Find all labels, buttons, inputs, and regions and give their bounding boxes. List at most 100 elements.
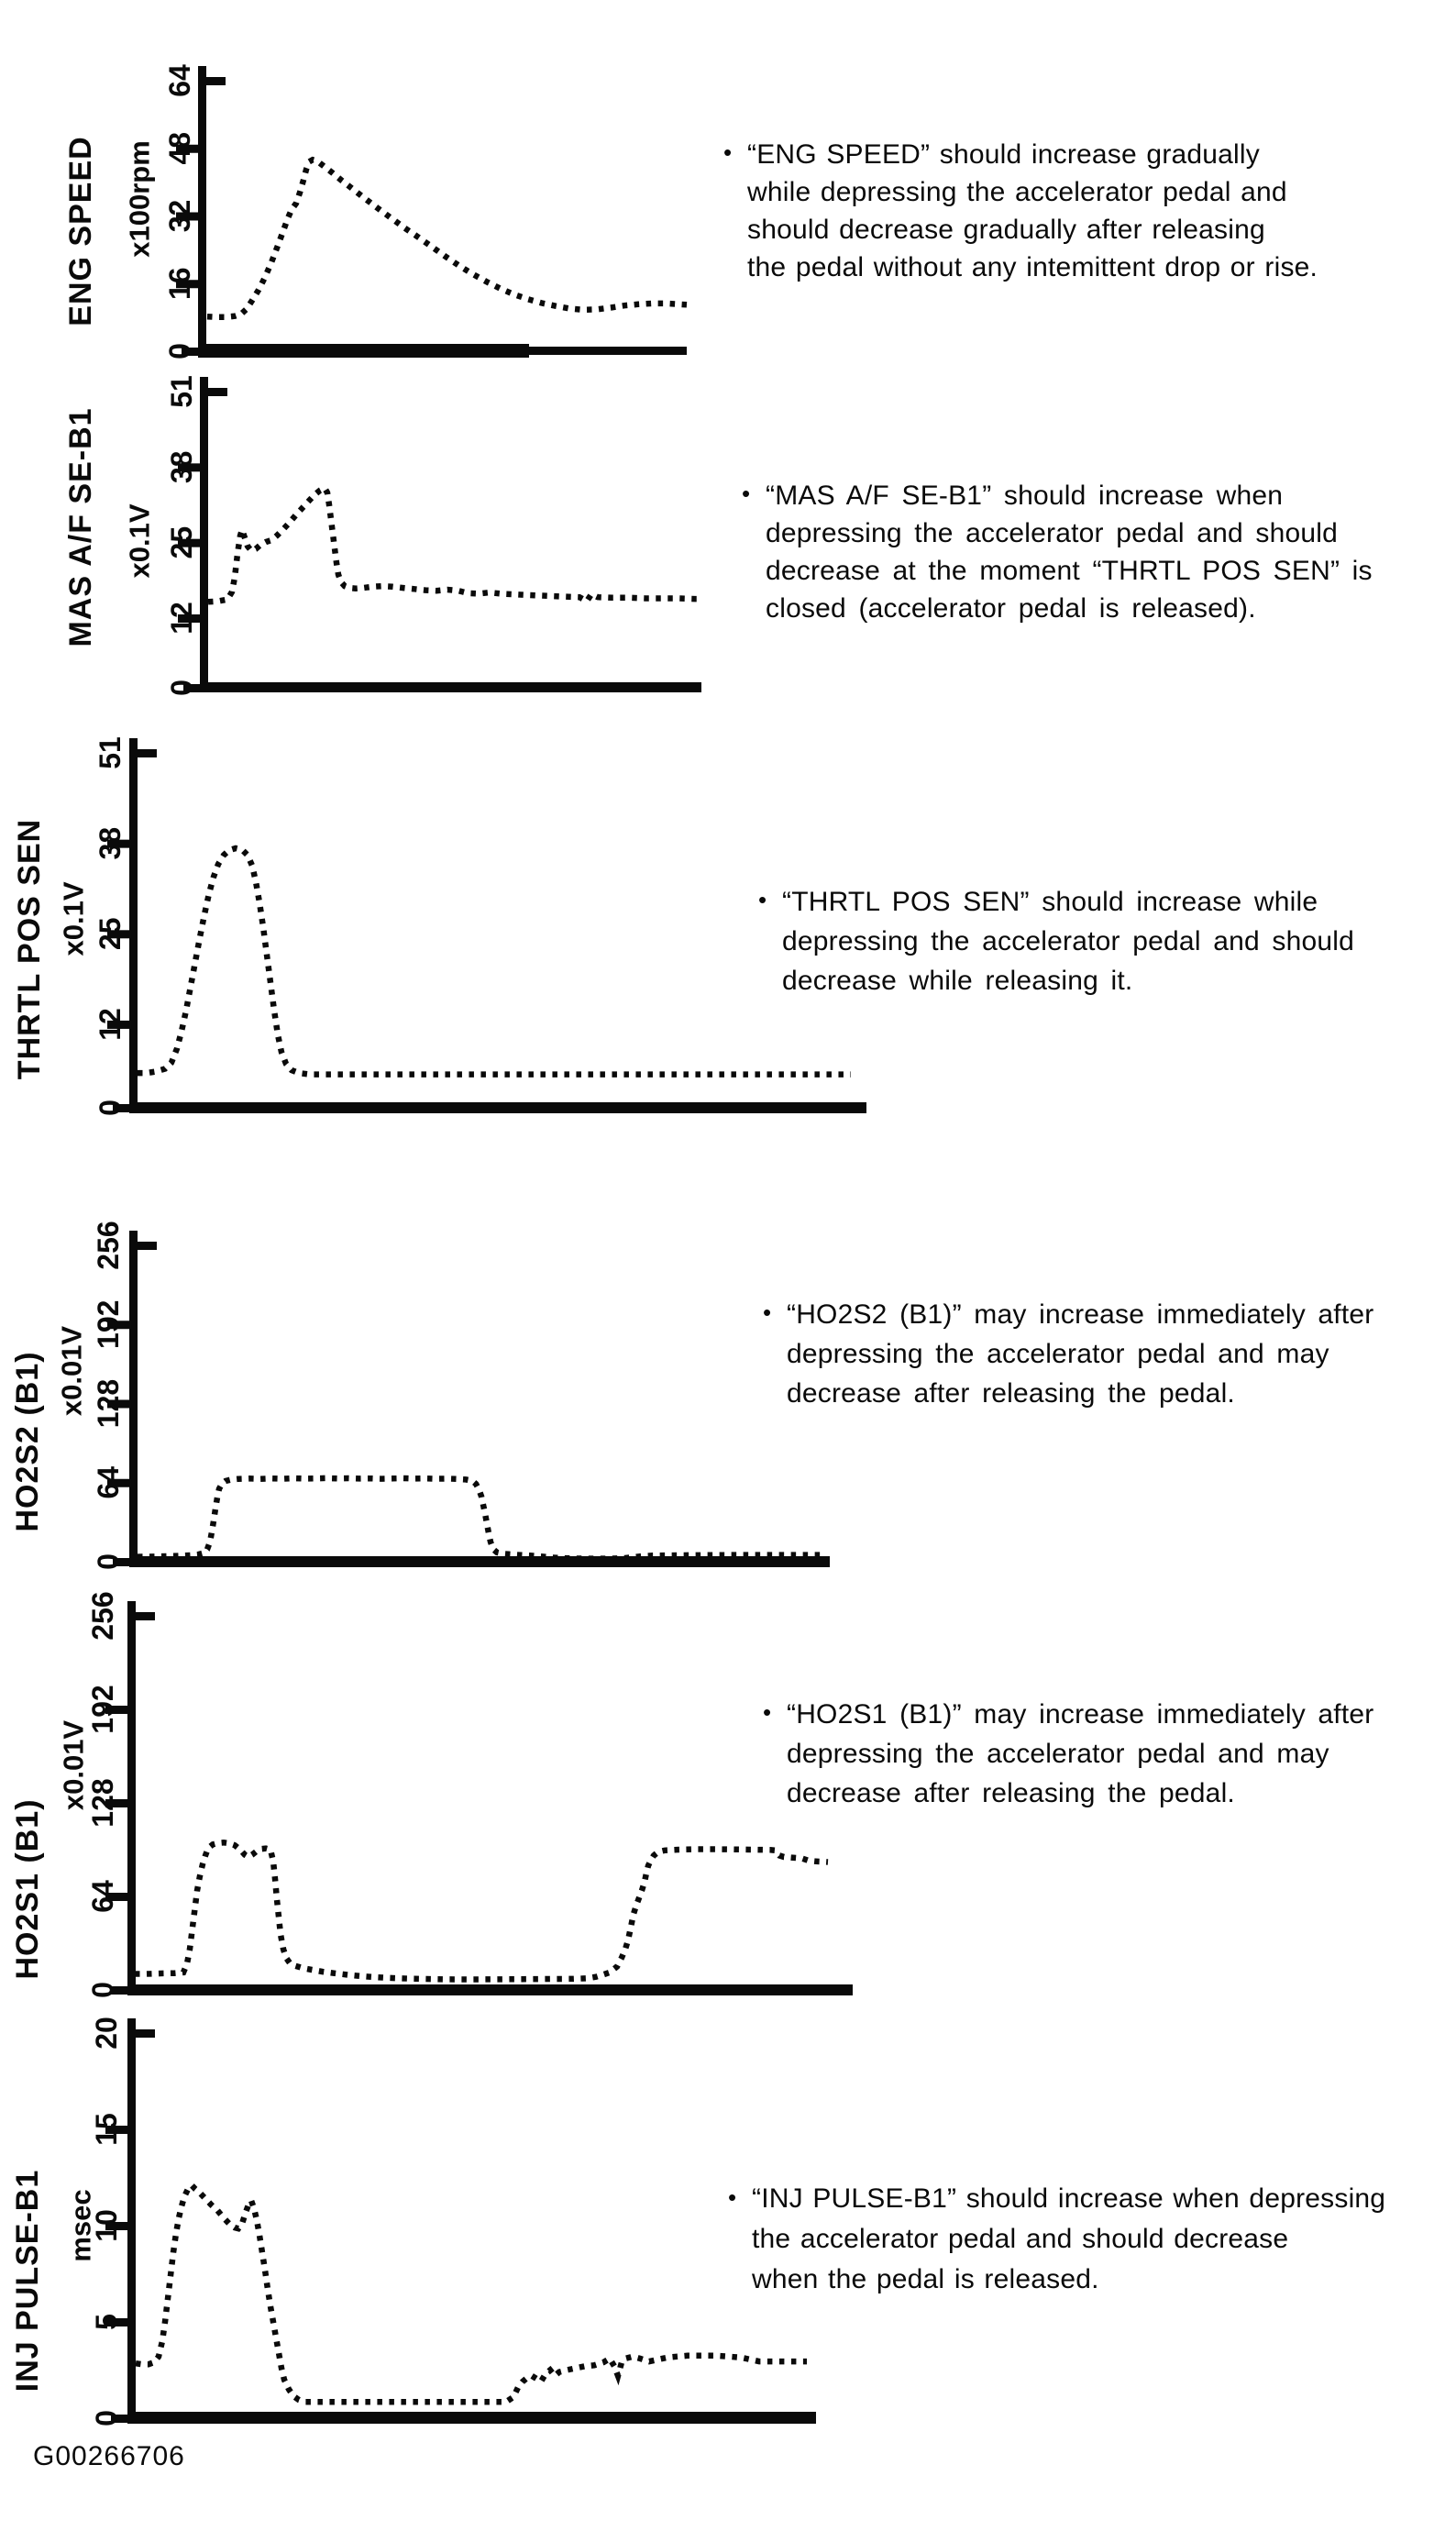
note-bullet: • “INJ PULSE-B1” should increase when dep… [728,2179,1385,2300]
note-bullet: • “THRTL POS SEN” should increase while de… [758,882,1354,1000]
note-line: “HO2S2 (B1)” may increase immediately af… [787,1299,1374,1330]
tick-label: 25 [165,526,198,559]
tick-label: 38 [165,451,198,484]
tick-label: 48 [163,132,196,165]
axis-tick [207,388,227,396]
note-lines: “HO2S1 (B1)” may increase immediately af… [787,1695,1373,1813]
note-line: “INJ PULSE-B1” should increase when depr… [752,2183,1386,2214]
chart-name-label: INJ PULSE-B1 [10,2170,45,2393]
note-line: depressing the accelerator pedal and sho… [766,518,1339,548]
tick-label: 12 [165,602,198,635]
tick-label: 0 [163,343,196,359]
tick-label: 64 [163,64,196,97]
bullet-icon: • [723,138,733,166]
tick-label: 32 [163,200,196,233]
chart-name-label: ENG SPEED [63,136,98,326]
note-line: depressing the accelerator pedal and sho… [782,926,1355,956]
axis-tick [111,2415,131,2423]
data-trace [206,156,688,320]
y-axis-line [127,1601,136,1990]
axis-tick [176,280,202,289]
axis-tick [107,1399,133,1409]
tick-label: 10 [90,2209,123,2242]
tick-label: 192 [86,1685,119,1733]
note-bullet: • “ENG SPEED” should increase gradually wh… [723,136,1318,286]
tick-label: 0 [94,1100,127,1116]
tick-label: 25 [94,917,127,950]
data-trace [135,1840,829,1983]
data-trace [207,483,701,605]
axis-tick [176,212,202,221]
note-line: depressing the accelerator pedal and may [787,1339,1329,1369]
axis-tick [178,538,204,547]
x-axis-line [529,347,687,355]
tick-label: 0 [92,1553,125,1570]
tick-label: 38 [94,827,127,860]
tick-label: 64 [92,1466,125,1499]
note-line: decrease at the moment “THRTL POS SEN” i… [766,556,1373,586]
data-trace [135,2181,807,2405]
note-line: decrease after releasing the pedal. [787,1378,1235,1409]
y-axis-line [200,377,208,688]
note-lines: “ENG SPEED” should increase gradually whi… [747,136,1318,286]
axis-unit-label: x100rpm [124,140,156,258]
axis-tick [105,2222,131,2230]
figure-id: G00266706 [33,2441,185,2471]
axis-tick [178,614,204,623]
axis-tick [111,1986,131,1995]
tick-label: 128 [92,1379,125,1428]
x-axis-line [129,1102,866,1113]
note-lines: “THRTL POS SEN” should increase while dep… [782,882,1354,1000]
note-line: decrease while releasing it. [782,966,1133,996]
x-axis-line [129,1556,830,1567]
note-lines: “INJ PULSE-B1” should increase when depr… [752,2179,1385,2300]
axis-tick [135,2029,155,2038]
tick-label: 128 [86,1778,119,1827]
tick-label: 51 [94,736,127,769]
tick-label: 51 [165,375,198,408]
bullet-icon: • [763,1299,772,1326]
axis-tick [105,2126,131,2134]
x-axis-line [200,682,701,692]
bullet-icon: • [763,1698,772,1726]
chart-name-label: THRTL POS SEN [12,819,47,1079]
axis-tick [135,1612,155,1620]
axis-tick [113,1558,133,1566]
axis-tick [178,463,204,472]
axis-unit-label: x0.01V [56,1326,88,1417]
axis-tick [113,1104,133,1112]
axis-tick [105,1799,131,1807]
axis-tick [176,144,202,153]
note-line: “HO2S1 (B1)” may increase immediately af… [787,1699,1374,1730]
bullet-icon: • [758,886,767,913]
y-axis-line [198,66,206,351]
axis-tick [107,930,133,939]
tick-label: 256 [92,1221,125,1269]
tick-label: 12 [94,1008,127,1041]
axis-unit-label: x0.1V [58,881,90,956]
note-line: “THRTL POS SEN” should increase while [782,887,1318,917]
note-line: “MAS A/F SE-B1” should increase when [766,481,1284,511]
note-line: the pedal without any intemittent drop o… [747,252,1318,282]
note-line: the accelerator pedal and should decreas… [752,2224,1289,2254]
x-axis-line [127,1984,853,1995]
y-axis-line [129,738,138,1108]
chart-name-label: HO2S2 (B1) [10,1351,45,1531]
tick-label: 0 [86,1982,119,1998]
tick-label: 192 [92,1300,125,1349]
axis-tick [107,1020,133,1029]
note-bullet: • “MAS A/F SE-B1” should increase when dep… [742,477,1373,627]
note-line: while depressing the accelerator pedal a… [747,177,1287,207]
tick-label: 0 [90,2410,123,2426]
axis-tick [105,1893,131,1901]
x-axis-line [127,2412,816,2424]
axis-unit-label: x0.01V [58,1720,90,1811]
bullet-icon: • [728,2183,737,2211]
note-line: should decrease gradually after releasin… [747,215,1265,245]
y-axis-line [129,1231,138,1562]
tick-label: 20 [90,2017,123,2050]
note-bullet: • “HO2S1 (B1)” may increase immediately a… [763,1695,1373,1813]
tick-label: 64 [86,1880,119,1913]
